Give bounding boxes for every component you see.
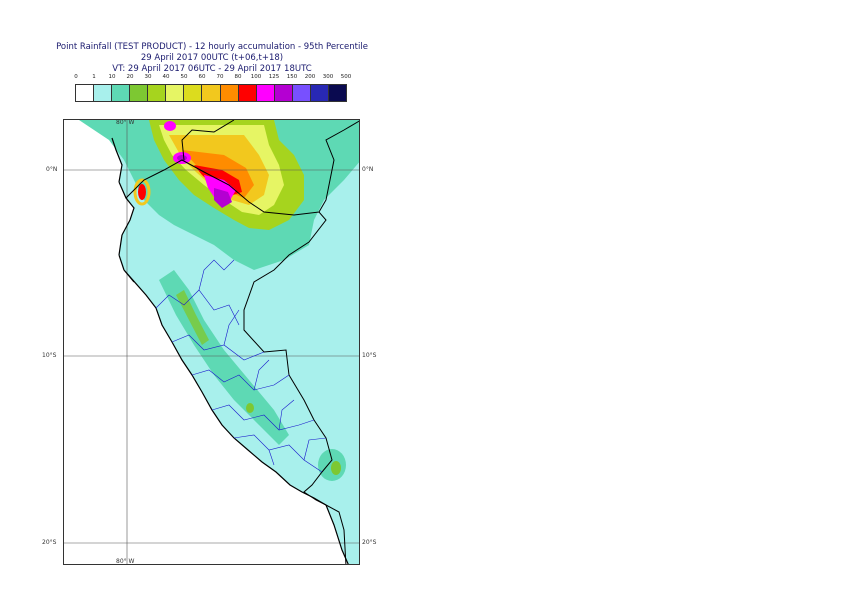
legend-swatch: [166, 85, 185, 101]
central-rain-dot: [246, 403, 254, 413]
legend-swatch: [112, 85, 131, 101]
rain-hotspot-west-ring: [133, 178, 151, 206]
andes-rain-streak-2: [176, 290, 209, 345]
legend-swatch: [148, 85, 167, 101]
legend-level-label: 50: [180, 74, 188, 80]
southeast-rain-core: [331, 461, 341, 475]
color-scale-legend: 0 1 10 20 30 40 50 60 70 80 100 125 150 200 300 500: [74, 74, 355, 102]
legend-level-label: 200: [304, 74, 316, 80]
lat-label-left-10: 10°S: [42, 352, 57, 359]
legend-level-label: 100: [250, 74, 262, 80]
national-borders: [125, 120, 359, 564]
legend-level-label: 500: [340, 74, 352, 80]
legend-level-label: 10: [108, 74, 116, 80]
rainfall-map: 80° W 80° W: [63, 119, 360, 565]
legend-swatch: [238, 85, 257, 101]
legend-level-labels: 0 1 10 20 30 40 50 60 70 80 100 125 150 200 300 500: [74, 74, 355, 84]
legend-level-label: 60: [198, 74, 206, 80]
legend-swatch: [220, 85, 239, 101]
legend-level-label: 40: [162, 74, 170, 80]
legend-level-label: 0: [74, 74, 78, 80]
legend-swatch: [310, 85, 329, 101]
rain-hotspot-north-core: [177, 155, 187, 161]
legend-swatch: [94, 85, 113, 101]
legend-swatch: [328, 85, 346, 101]
legend-swatch: [130, 85, 149, 101]
legend-level-label: 20: [126, 74, 134, 80]
top-longitude-label: 80° W: [116, 119, 135, 126]
graticule: [64, 120, 359, 564]
legend-level-label: 80: [234, 74, 242, 80]
lat-label-right-20: 20°S: [362, 539, 377, 546]
legend-swatch: [202, 85, 221, 101]
title-line-2: 29 April 2017 00UTC (t+06,t+18): [140, 53, 284, 63]
legend-swatch: [256, 85, 275, 101]
legend-level-label: 1: [92, 74, 96, 80]
legend-level-label: 30: [144, 74, 152, 80]
map-title: Point Rainfall (TEST PRODUCT) - 12 hourl…: [0, 42, 424, 75]
legend-swatch: [76, 85, 95, 101]
legend-swatches: [75, 84, 347, 102]
lat-label-left-0: 0°N: [46, 166, 58, 173]
legend-swatch: [274, 85, 293, 101]
rain-hotspot-top: [164, 121, 176, 131]
legend-level-label: 300: [322, 74, 334, 80]
legend-swatch: [184, 85, 203, 101]
legend-level-label: 125: [268, 74, 280, 80]
title-line-3: VT: 29 April 2017 06UTC - 29 April 2017 …: [112, 64, 312, 74]
lat-label-right-0: 0°N: [362, 166, 374, 173]
title-line-1: Point Rainfall (TEST PRODUCT) - 12 hourl…: [56, 42, 368, 52]
coastline: [111, 137, 349, 564]
lat-label-right-10: 10°S: [362, 352, 377, 359]
rain-hotspot-west: [138, 184, 146, 200]
legend-level-label: 150: [286, 74, 298, 80]
legend-swatch: [292, 85, 311, 101]
map-canvas: [64, 120, 359, 564]
legend-level-label: 70: [216, 74, 224, 80]
department-borders: [155, 259, 327, 473]
lat-label-left-20: 20°S: [42, 539, 57, 546]
bottom-longitude-label: 80° W: [116, 558, 135, 565]
rain-zone-purple: [214, 188, 232, 208]
